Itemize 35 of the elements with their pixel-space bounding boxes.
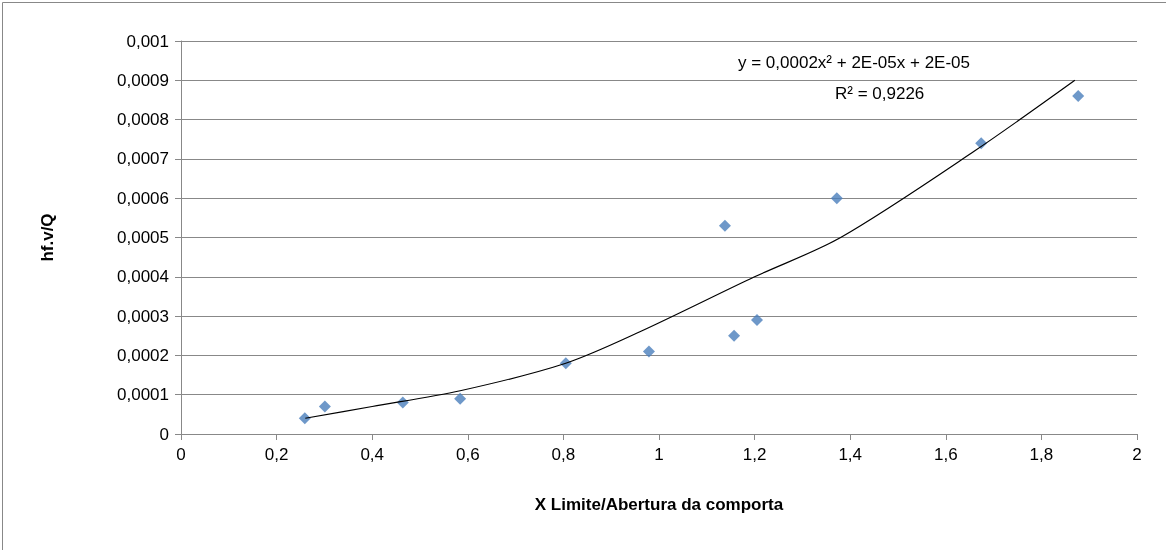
- annotation: R² = 0,9226: [835, 84, 925, 103]
- x-tick-label: 1,8: [1029, 445, 1054, 464]
- point: [750, 314, 763, 327]
- y-tick-label: 0,0007: [117, 149, 169, 169]
- x-tick-label: 0,2: [264, 445, 289, 464]
- y-tick-label: 0,0003: [117, 306, 169, 326]
- x-tick-label: 1,4: [838, 445, 863, 464]
- x-tick-label: 2: [1132, 445, 1142, 464]
- x-tick-label: 1: [654, 445, 664, 464]
- y-tick-label: 0,0002: [117, 345, 169, 365]
- x-tick-label: 1,2: [742, 445, 767, 464]
- y-tick-label: 0,0008: [117, 110, 169, 130]
- point: [642, 345, 655, 358]
- y-tick-label: 0,0006: [117, 188, 169, 208]
- x-tick-label: 0,6: [455, 445, 480, 464]
- y-tick-label: 0,0005: [117, 228, 169, 247]
- x-axis-title: X Limite/Abertura da comporta: [534, 495, 784, 514]
- x-tick-label: 0: [176, 445, 186, 464]
- point: [318, 400, 331, 413]
- point: [728, 329, 741, 342]
- x-tick-label: 0,8: [551, 445, 576, 464]
- y-axis-title: hf.v/Q: [38, 213, 57, 262]
- point: [454, 392, 467, 405]
- point: [830, 192, 843, 205]
- y-tick-label: 0,0001: [117, 385, 169, 405]
- point: [298, 412, 311, 425]
- y-tick-label: 0,001: [126, 31, 169, 51]
- point: [1072, 90, 1085, 103]
- y-tick-label: 0: [159, 424, 169, 444]
- y-tick-label: 0,0004: [117, 267, 169, 287]
- y-tick-label: 0,0009: [117, 70, 169, 90]
- x-tick-label: 0,4: [360, 445, 385, 464]
- annotation: y = 0,0002x² + 2E-05x + 2E-05: [738, 53, 971, 72]
- point: [718, 219, 731, 232]
- x-tick-label: 1,6: [933, 445, 958, 464]
